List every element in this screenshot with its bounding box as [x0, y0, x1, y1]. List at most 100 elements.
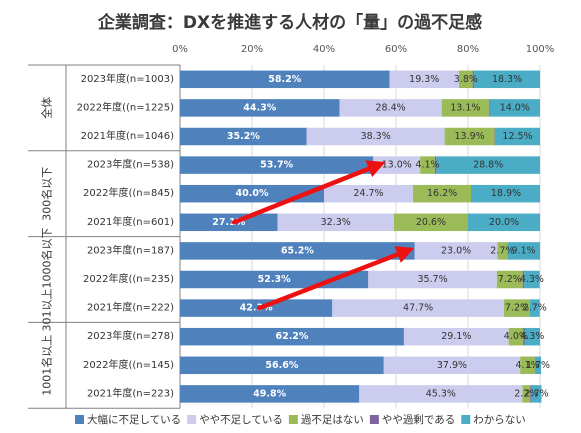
category-label: 2022年度((n=1225): [77, 100, 174, 113]
bar-value-label: 42.3%: [240, 303, 273, 314]
bar-value-label: 13.1%: [450, 102, 480, 113]
legend-label: やや不足している: [199, 414, 283, 426]
bar-value-label: 24.7%: [353, 188, 383, 199]
bar-value-label: 47.7%: [403, 303, 433, 314]
bar-value-label: 27.1%: [212, 217, 245, 228]
group-label: 300名以下: [40, 167, 54, 221]
bar-value-label: 56.6%: [265, 360, 298, 371]
bar-segment: [332, 299, 504, 317]
chart-title: 企業調査：DXを推進する人材の「量」の過不足感: [97, 12, 482, 33]
legend-swatch: [461, 415, 471, 424]
bar-value-label: 13.0%: [382, 160, 412, 171]
bar-value-label: 4.1%: [415, 160, 439, 171]
group-label: 301以上1000名以下: [40, 228, 54, 332]
bar-value-label: 29.1%: [441, 331, 471, 342]
bar-value-label: 35.7%: [417, 274, 447, 285]
bar-value-label: 2.2%: [514, 388, 538, 399]
bar-value-label: 3.8%: [454, 74, 478, 85]
bar-segment: [471, 184, 540, 203]
bar-value-label: 4.0%: [504, 331, 528, 342]
category-label: 2021年度(n=1046): [81, 129, 175, 142]
bar-segment: [180, 99, 340, 117]
bar-value-label: 62.2%: [275, 331, 308, 342]
bar-value-label: 19.3%: [409, 74, 439, 85]
bar-segment: [180, 184, 324, 203]
bar-value-label: 14.0%: [500, 102, 530, 113]
bar-value-label: 12.5%: [502, 131, 532, 142]
bar-value-label: 53.7%: [260, 160, 293, 171]
bar-segment: [436, 156, 540, 174]
bar-value-label: 38.3%: [361, 131, 391, 142]
bar-value-label: 44.3%: [243, 102, 276, 113]
bar-segment: [468, 213, 540, 232]
bar-segment: [383, 356, 521, 375]
bar-value-label: 58.2%: [268, 74, 301, 85]
group-label: 1001名以上: [40, 335, 54, 396]
bar-segment: [420, 156, 435, 174]
bar-value-label: 2.7%: [490, 245, 514, 256]
bar-segment: [324, 184, 413, 203]
group-label: 全体: [40, 97, 54, 119]
bar-segment: [180, 70, 390, 89]
bar-segment: [412, 184, 472, 203]
bar-segment: [180, 299, 333, 317]
bar-segment: [444, 127, 495, 146]
x-tick-label: 40%: [313, 44, 335, 55]
legend-swatch: [187, 415, 197, 424]
bar-segment: [339, 99, 442, 117]
bar-segment: [522, 270, 525, 289]
bar-segment: [434, 156, 437, 174]
bar-value-label: 7.2%: [498, 274, 522, 285]
bar-segment: [488, 99, 490, 117]
legend-label: 大幅に不足している: [87, 413, 181, 426]
legend-swatch: [75, 415, 84, 424]
trend-arrow: [256, 246, 415, 311]
bar-value-label: 49.8%: [253, 388, 286, 399]
bar-segment: [359, 385, 523, 403]
bar-segment: [414, 242, 498, 260]
bar-segment: [497, 242, 508, 260]
category-frame: 全体 300名以下 301以上1000名以下 1001名以上 2023年度(n=1003…: [28, 64, 181, 409]
bar-value-label: 4.3%: [520, 274, 544, 285]
bar-segment: [277, 213, 394, 232]
bar-value-label: 7.2%: [505, 303, 529, 314]
bar-segment: [529, 299, 540, 317]
category-label: 2022年度((n=845): [83, 186, 174, 199]
bar-segment: [531, 385, 542, 403]
bar-value-label: 32.3%: [321, 217, 351, 228]
bar-value-label: 9.1%: [512, 245, 536, 256]
bar-value-label: 35.2%: [227, 131, 260, 142]
bar-segment: [441, 99, 489, 117]
bar-segment: [180, 327, 404, 346]
x-tick-label: 80%: [457, 44, 479, 55]
bar-segment: [508, 327, 524, 346]
bar-segment: [489, 99, 540, 117]
bar-value-label: 1.7%: [526, 360, 550, 371]
bar-segment: [306, 127, 445, 146]
bar-value-label: 20.6%: [416, 217, 446, 228]
x-tick-label: 0%: [172, 44, 188, 55]
bar-segment: [180, 356, 384, 375]
category-label: 2023年度(n=1003): [81, 72, 175, 85]
bar-segment: [524, 270, 540, 289]
bar-segment: [180, 156, 374, 174]
x-axis: 0% 20% 40% 60% 80% 100%: [172, 44, 555, 409]
annotations: [231, 160, 415, 311]
bar-segment: [520, 356, 535, 375]
legend: 大幅に不足している やや不足している 過不足はない やや過剰である わからない: [75, 413, 526, 426]
legend-label: 過不足はない: [301, 414, 364, 426]
bar-value-label: 13.9%: [455, 131, 485, 142]
bar-segment: [471, 184, 472, 203]
bar-value-label: 4.1%: [516, 360, 540, 371]
bar-value-label: 18.9%: [491, 188, 521, 199]
category-label: 2021年度(n=223): [87, 386, 174, 399]
legend-label: やや過剰である: [382, 414, 455, 426]
bar-segment: [494, 127, 496, 146]
bar-segment: [403, 327, 509, 346]
bar-segment: [389, 70, 459, 89]
value-labels: 58.2% 19.3% 3.8% 18.3% 44.3% 28.4% 13.1% 14.0% 3…: [212, 74, 550, 400]
legend-swatch: [288, 415, 298, 424]
x-tick-label: 100%: [526, 44, 555, 55]
legend-label: わからない: [473, 414, 526, 426]
